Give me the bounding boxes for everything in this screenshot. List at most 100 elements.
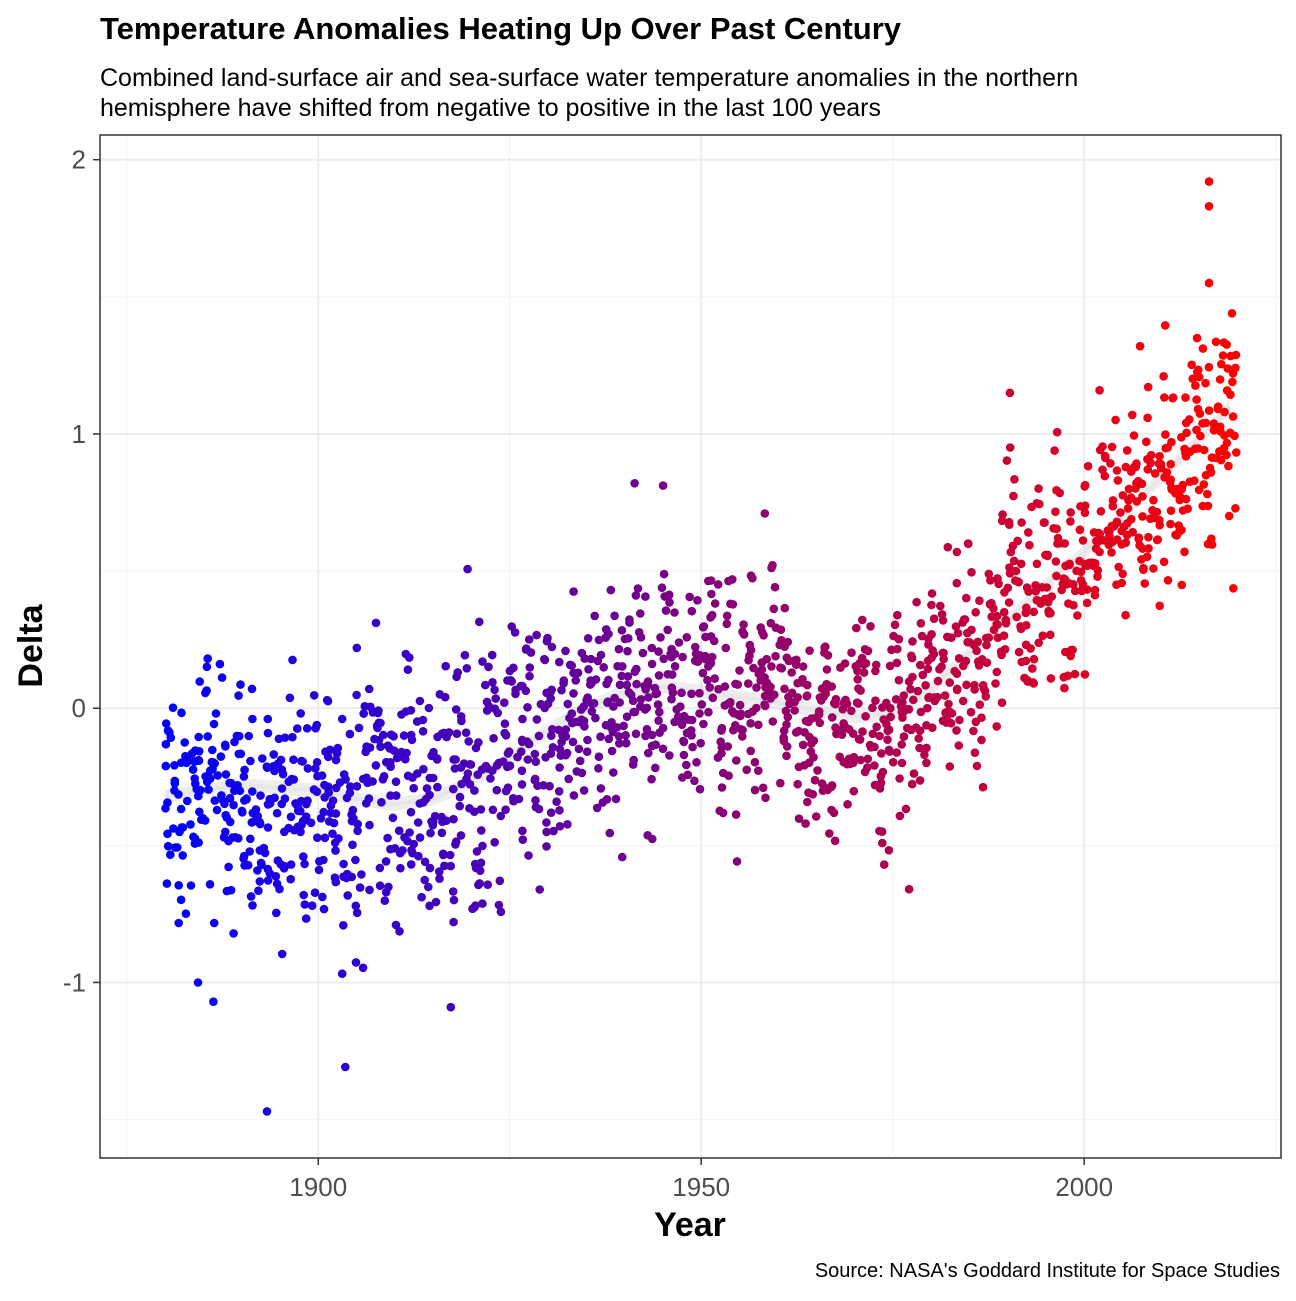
chart-subtitle-line-1: Combined land-surface air and sea-surfac… [100, 64, 1078, 92]
data-point [331, 755, 341, 765]
data-point [1013, 536, 1022, 546]
data-point [455, 801, 465, 811]
data-point [1198, 419, 1207, 428]
data-point [415, 799, 425, 808]
data-point [1035, 499, 1044, 509]
data-point [524, 635, 534, 644]
data-point [893, 644, 902, 654]
data-point [439, 850, 448, 860]
data-point-outlier [446, 1002, 456, 1012]
data-point [300, 859, 309, 869]
data-point [717, 726, 726, 735]
data-point [989, 604, 998, 613]
data-point [192, 784, 201, 794]
data-point [449, 784, 458, 794]
data-point-outlier [262, 1107, 272, 1116]
data-point [490, 685, 499, 695]
data-point [631, 729, 641, 739]
data-point [872, 722, 881, 732]
data-point [1138, 492, 1147, 501]
data-point [505, 666, 515, 676]
data-point [651, 689, 660, 699]
data-point [487, 650, 497, 660]
data-point [236, 680, 245, 689]
data-point [682, 728, 692, 738]
data-point [847, 706, 856, 716]
data-point [1060, 683, 1069, 693]
data-point [1150, 469, 1160, 478]
data-point [437, 828, 447, 838]
data-point [825, 829, 834, 838]
data-point [555, 744, 565, 754]
data-point [1063, 671, 1073, 680]
data-point [1229, 584, 1238, 593]
data-point [960, 615, 970, 624]
data-point [449, 814, 458, 824]
data-point [359, 709, 369, 718]
data-point [345, 788, 355, 798]
data-point [459, 759, 469, 768]
data-point [848, 729, 858, 738]
data-point [1207, 534, 1216, 543]
data-point [1139, 563, 1148, 573]
data-point [622, 712, 632, 721]
data-point [1021, 608, 1031, 618]
data-point [547, 685, 556, 695]
data-point [745, 640, 755, 650]
data-point [486, 774, 495, 783]
data-point [440, 692, 450, 702]
data-point [1010, 475, 1019, 484]
data-point [693, 657, 703, 666]
data-point [435, 874, 444, 883]
data-point [409, 783, 419, 793]
data-point [270, 793, 279, 803]
data-point [1001, 615, 1011, 625]
data-point [391, 791, 401, 800]
data-point [226, 885, 236, 895]
data-point [871, 666, 880, 676]
data-point [221, 770, 231, 779]
data-point [615, 698, 624, 707]
data-point [418, 715, 428, 725]
y-tick-label: 0 [72, 693, 86, 723]
data-point [474, 738, 483, 747]
data-point [481, 680, 490, 690]
data-point [1070, 586, 1080, 596]
data-point [1028, 664, 1037, 673]
data-point [688, 742, 697, 752]
data-point [163, 841, 173, 851]
data-point [827, 713, 837, 722]
data-point [496, 907, 506, 917]
data-point [1072, 566, 1081, 576]
data-point [723, 742, 732, 751]
data-point [1096, 507, 1106, 516]
data-point [943, 542, 953, 552]
data-point [548, 743, 558, 752]
data-point [724, 771, 733, 780]
data-point [780, 603, 790, 613]
data-point [665, 598, 674, 607]
data-point [836, 663, 845, 672]
data-point [362, 799, 371, 808]
data-point [203, 732, 212, 741]
data-point [1166, 519, 1175, 529]
data-point [1107, 442, 1117, 452]
data-point [1203, 501, 1213, 511]
data-point [352, 690, 361, 700]
data-point [735, 666, 744, 675]
data-point [203, 654, 212, 663]
data-point [687, 689, 696, 699]
data-point [298, 757, 307, 766]
data-point [936, 601, 945, 611]
data-point [238, 808, 247, 817]
axis-layer: 1900 1950 2000 -1 0 1 2 [63, 145, 1113, 1202]
data-point [316, 814, 326, 823]
data-point [856, 686, 865, 695]
data-point [884, 846, 894, 855]
data-point [789, 656, 799, 666]
data-point [641, 592, 650, 601]
data-point [517, 780, 527, 789]
data-point [310, 888, 320, 897]
data-point [530, 749, 540, 759]
